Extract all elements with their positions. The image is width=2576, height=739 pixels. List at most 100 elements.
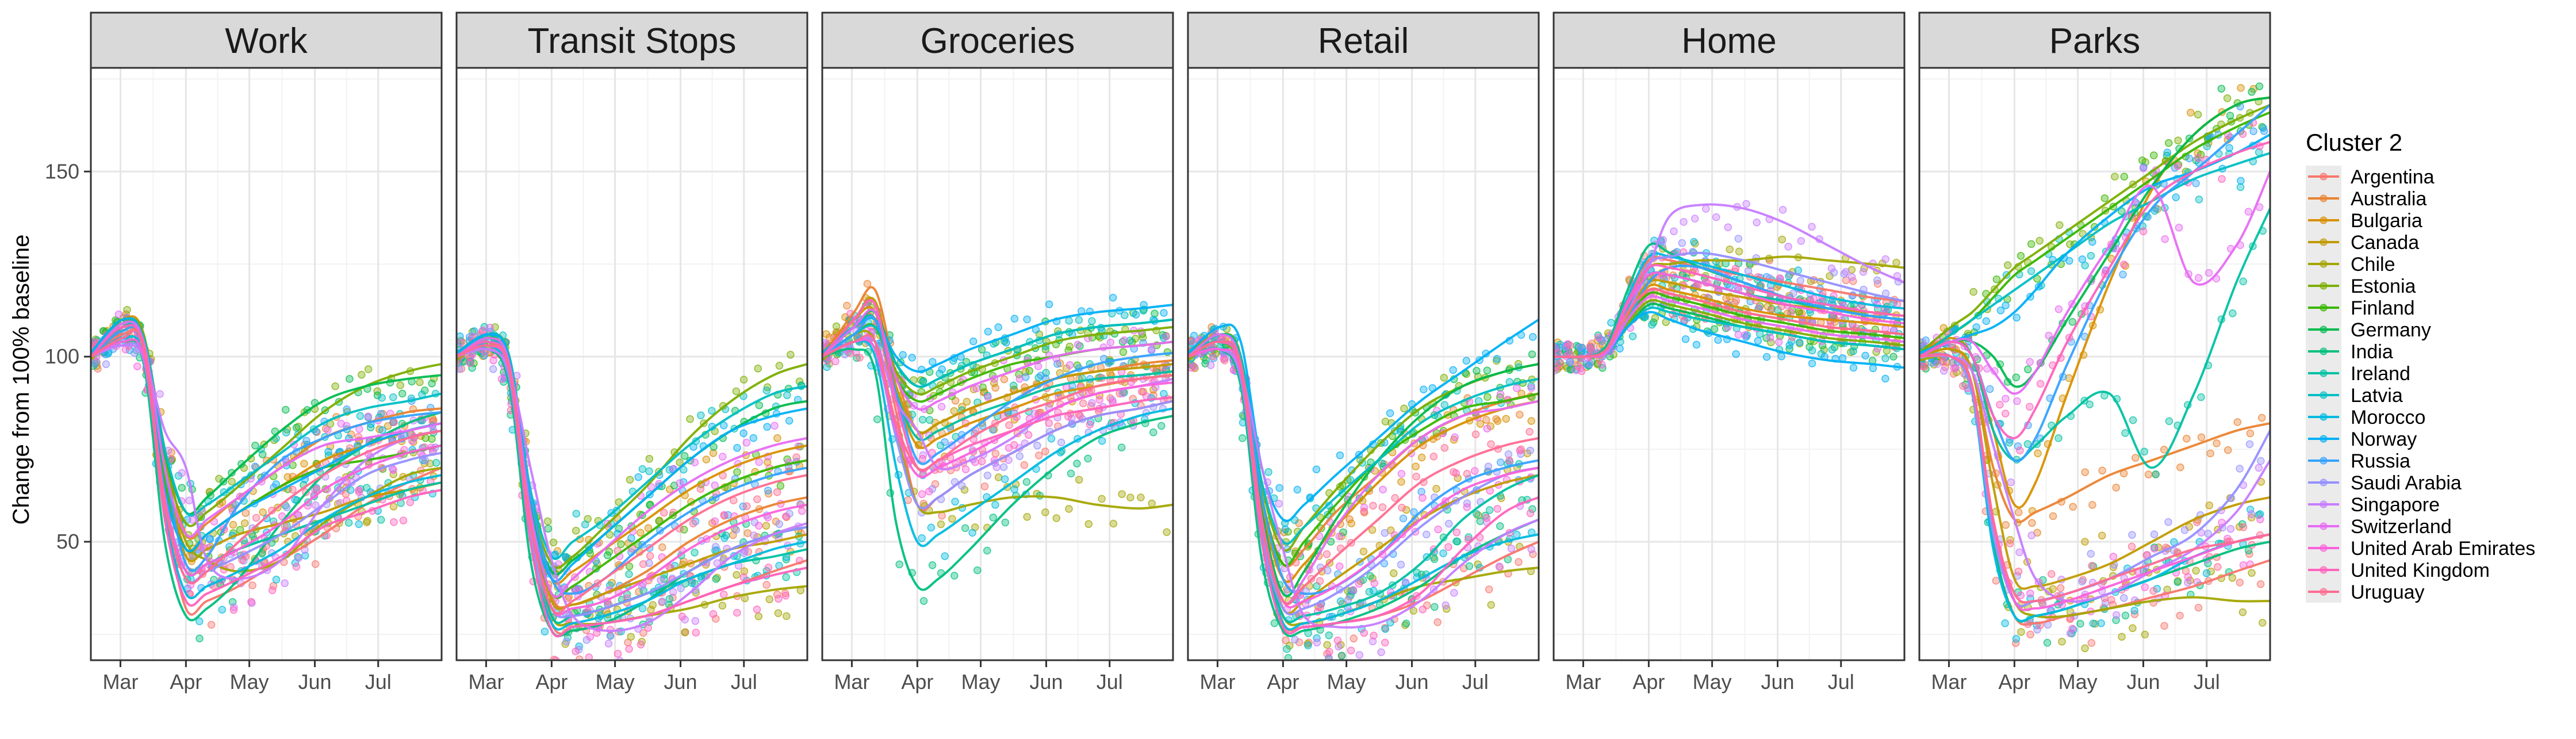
data-point (1346, 515, 1354, 523)
data-point (1785, 341, 1794, 350)
data-point (2015, 548, 2023, 557)
data-point (283, 473, 292, 481)
legend-item: Singapore (2306, 493, 2440, 516)
data-point (1496, 393, 1504, 401)
data-point (389, 466, 397, 474)
data-point (1774, 338, 1783, 346)
data-point (785, 416, 793, 425)
data-point (1574, 362, 1582, 370)
data-point (941, 552, 949, 560)
data-point (428, 435, 436, 443)
data-point (2039, 576, 2047, 584)
data-point (466, 359, 474, 367)
data-point (282, 428, 290, 436)
data-point (918, 490, 926, 499)
data-point (2225, 144, 2233, 152)
data-point (846, 349, 854, 357)
data-point (708, 407, 716, 415)
data-point (936, 369, 944, 378)
data-point (1162, 332, 1170, 341)
data-point (926, 416, 934, 424)
data-point (1033, 441, 1041, 450)
data-point (399, 516, 408, 524)
data-point (2248, 88, 2256, 96)
data-point (1381, 529, 1389, 537)
data-point (1316, 603, 1324, 611)
data-point (1797, 237, 1805, 245)
data-point (1827, 264, 1836, 273)
legend-label: Saudi Arabia (2351, 472, 2462, 494)
data-point (2120, 173, 2129, 181)
data-point (765, 595, 774, 603)
facet-transit-stops: Transit Stops Mar Apr May Jun Jul (455, 12, 808, 694)
data-point (324, 447, 332, 456)
data-point (718, 453, 727, 461)
data-point (1137, 493, 1145, 501)
data-point (762, 581, 770, 589)
data-point (1002, 338, 1010, 347)
data-point (1452, 537, 1460, 546)
trend-line-canada (822, 296, 1173, 434)
data-point (377, 409, 385, 418)
legend-item: Russia (2306, 450, 2410, 472)
data-point (1025, 367, 1034, 375)
data-point (1996, 307, 2005, 315)
data-point (1188, 337, 1196, 345)
data-point (918, 534, 926, 542)
data-point (677, 584, 685, 592)
data-point (1057, 438, 1065, 447)
data-point (344, 519, 353, 527)
data-point (1607, 319, 1615, 327)
data-point (1476, 517, 1484, 526)
data-point (1690, 215, 1699, 223)
data-point (719, 590, 728, 599)
data-point (2006, 539, 2014, 547)
data-point (195, 634, 204, 642)
data-point (2087, 550, 2095, 558)
data-point (1386, 409, 1394, 418)
trend-line-norway (1188, 319, 1539, 522)
data-point (681, 628, 689, 637)
data-point (1787, 308, 1795, 317)
data-point (1397, 561, 1405, 569)
legend-item: Saudi Arabia (2306, 472, 2462, 494)
data-point (1000, 375, 1009, 384)
data-point (1881, 374, 1889, 383)
x-tick-label: Apr (901, 670, 933, 694)
data-point (2192, 566, 2200, 575)
data-point (1023, 315, 1031, 324)
data-point (1735, 247, 1743, 256)
data-point (2144, 470, 2153, 478)
data-point (719, 421, 728, 430)
data-point (688, 579, 696, 587)
data-point (1325, 654, 1333, 660)
data-point (950, 407, 959, 415)
data-point (2026, 403, 2034, 411)
data-point (268, 586, 277, 595)
data-point (775, 595, 783, 603)
data-point (1120, 336, 1129, 344)
data-point (1463, 470, 1471, 478)
data-point (1275, 484, 1283, 492)
data-point (2068, 317, 2077, 326)
data-point (2226, 524, 2235, 533)
data-point (1462, 370, 1471, 378)
data-point (1148, 499, 1156, 508)
data-point (994, 473, 1003, 481)
legend-label: Bulgaria (2351, 210, 2422, 232)
data-point (2043, 638, 2052, 647)
data-point (2013, 397, 2021, 405)
data-point (1577, 367, 1586, 376)
data-point (739, 429, 747, 438)
data-point (2049, 512, 2057, 520)
data-point (1410, 508, 1418, 516)
data-point (1377, 648, 1385, 656)
legend-key-point (2320, 500, 2328, 508)
data-point (782, 573, 790, 581)
data-point (937, 403, 946, 411)
data-point (1359, 547, 1368, 556)
data-point (733, 570, 741, 579)
legend-key-point (2320, 369, 2328, 377)
data-point (1808, 359, 1816, 367)
